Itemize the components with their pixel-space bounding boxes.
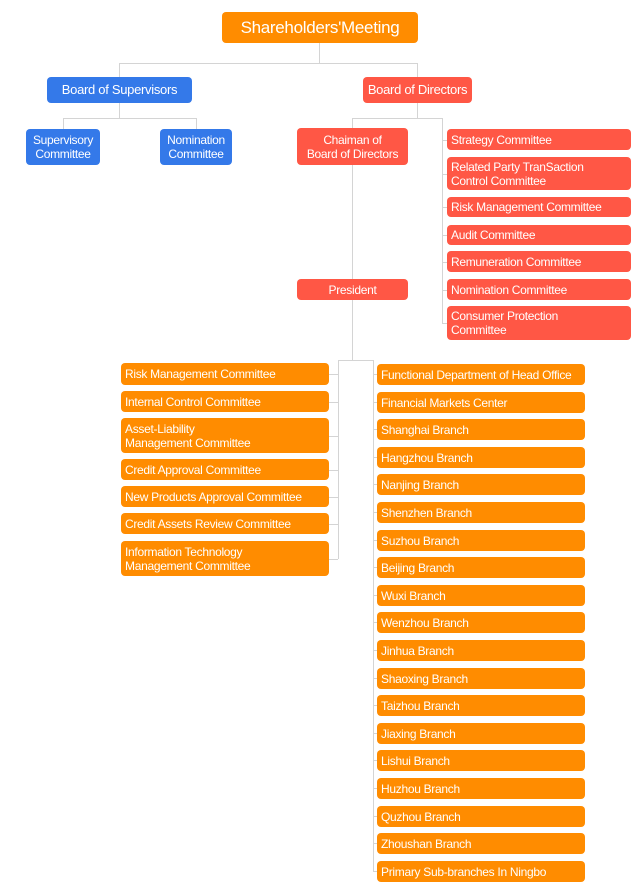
board-committee-node: Strategy Committee [447,129,631,150]
president-committee-node: New Products Approval Committee [121,486,329,507]
president-committee-node: Asset-Liability Management Committee [121,418,329,453]
connector-line [373,816,377,817]
connector-line [352,165,353,279]
department-node: Huzhou Branch [377,778,585,799]
department-node: Jinhua Branch [377,640,585,661]
connector-line [442,261,447,263]
connector-line [442,207,447,208]
board-committee-node: Audit Committee [447,225,631,245]
connector-line [373,733,377,734]
connector-line [442,139,447,141]
connector-line [373,788,377,789]
connector-line [442,323,447,324]
department-node: Shenzhen Branch [377,502,585,523]
president-committee-node: Credit Assets Review Committee [121,513,329,534]
connector-line [373,484,377,485]
connector-line [196,118,197,129]
connector-line [119,103,120,118]
president-committee-node: Risk Management Committee [121,363,329,385]
connector-line [63,118,197,119]
connector-line [352,118,353,128]
supervisory-committee-node: Supervisory Committee [26,129,100,165]
board-committee-node: Nomination Committee [447,279,631,300]
connector-line [329,496,338,498]
supervisors-nomination-committee-node: Nomination Committee [160,129,232,165]
connector-line [442,289,447,291]
president-committee-node: Internal Control Committee [121,391,329,412]
connector-line [373,705,377,706]
board-committee-node: Remuneration Committee [447,251,631,272]
connector-line [373,678,377,679]
department-node: Wuxi Branch [377,585,585,606]
connector-line [442,118,443,323]
connector-line [373,650,377,651]
department-node: Wenzhou Branch [377,612,585,633]
connector-line [373,360,374,872]
president-committee-node: Credit Approval Committee [121,459,329,480]
connector-line [373,402,377,403]
connector-line [373,760,377,761]
president-committee-node: Information Technology Management Commit… [121,541,329,576]
connector-line [329,374,338,375]
connector-line [442,173,447,175]
department-node: Beijing Branch [377,557,585,578]
shareholders-meeting-node: Shareholders'Meeting [222,12,418,43]
connector-line [442,235,447,236]
connector-line [329,401,338,403]
department-node: Lishui Branch [377,750,585,771]
connector-line [119,63,418,64]
chairman-node: Chaiman of Board of Directors [297,128,408,165]
connector-line [373,374,377,375]
connector-line [373,871,377,872]
connector-line [417,63,418,77]
department-node: Taizhou Branch [377,695,585,716]
connector-line [329,435,338,437]
connector-line [329,469,338,471]
connector-line [338,360,339,559]
department-node: Suzhou Branch [377,530,585,551]
connector-line [373,540,377,541]
department-node: Zhoushan Branch [377,833,585,854]
department-node: Jiaxing Branch [377,723,585,744]
department-node: Hangzhou Branch [377,447,585,468]
connector-line [63,118,64,129]
connector-line [319,43,320,63]
board-committee-node: Risk Management Committee [447,197,631,217]
department-node: Primary Sub-branches In Ningbo [377,861,585,882]
department-node: Quzhou Branch [377,806,585,827]
president-node: President [297,279,408,300]
department-node: Shaoxing Branch [377,668,585,689]
connector-line [417,103,418,118]
connector-line [373,512,377,513]
department-node: Financial Markets Center [377,392,585,413]
connector-line [329,558,338,560]
connector-line [352,118,442,119]
board-committee-node: Consumer Protection Committee [447,306,631,340]
connector-line [119,63,120,77]
department-node: Shanghai Branch [377,419,585,440]
connector-line [373,457,377,458]
connector-line [373,567,377,568]
connector-line [373,595,377,596]
board-of-supervisors-node: Board of Supervisors [47,77,192,103]
connector-line [373,429,377,430]
connector-line [373,622,377,623]
connector-line [329,523,338,525]
board-committee-node: Related Party TranSaction Control Commit… [447,157,631,190]
connector-line [338,360,373,361]
connector-line [352,300,353,360]
connector-line [373,843,377,844]
department-node: Functional Department of Head Office [377,364,585,385]
board-of-directors-node: Board of Directors [363,77,472,103]
department-node: Nanjing Branch [377,474,585,495]
